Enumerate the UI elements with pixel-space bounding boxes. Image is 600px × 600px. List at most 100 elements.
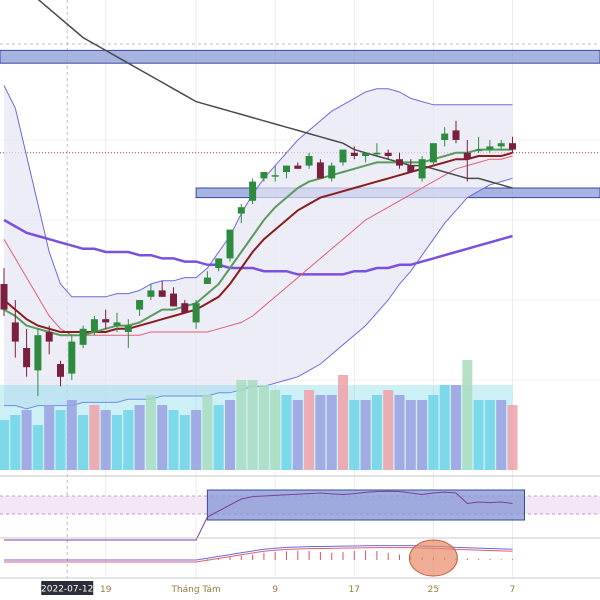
candles (0, 120, 516, 396)
volume-bar (462, 360, 473, 470)
candle-body (328, 165, 336, 179)
candle-body (215, 258, 223, 268)
time-axis: 19 Tháng Tám 9 17 25 7 2022-07-12 (0, 577, 600, 595)
candle-body (170, 293, 177, 307)
bollinger-upper-line (3, 85, 513, 298)
candle-body (396, 159, 403, 166)
axis-tick-label: 7 (510, 585, 516, 595)
candle-body (113, 322, 121, 326)
volume-bar (405, 400, 416, 470)
candle-body (158, 290, 166, 297)
candle-body (136, 300, 144, 310)
axis-tick-label: 17 (349, 585, 360, 595)
axis-tick-label: 25 (428, 585, 439, 595)
candle-body (90, 319, 98, 332)
candle-body (181, 303, 189, 313)
volume-bar (484, 400, 495, 470)
candle-body (441, 133, 449, 140)
candle-body (305, 156, 313, 166)
candle-body (452, 130, 460, 140)
candle-body (429, 143, 437, 163)
volume-bar (157, 405, 168, 470)
candle-body (203, 277, 211, 284)
volume-bar (89, 405, 100, 470)
candle-body (34, 335, 42, 371)
date-badge (41, 581, 94, 595)
volume-bar (225, 400, 235, 470)
volume-bar (112, 415, 122, 470)
candle-body (339, 149, 347, 163)
date-badge-label: 2022-07-12 (41, 585, 93, 595)
volume-bar (21, 410, 32, 470)
volume-bars (0, 360, 518, 470)
upper-resistance-zone (0, 49, 600, 64)
volume-bar (10, 415, 21, 470)
volume-bar (473, 400, 484, 470)
candle-body (237, 207, 245, 214)
volume-bar (451, 385, 461, 470)
volume-bar (179, 415, 190, 470)
volume-bar (417, 400, 428, 470)
candle-body (192, 303, 200, 323)
candle-body (497, 143, 505, 147)
macd-highlight-ellipse (408, 539, 458, 577)
candle-body (486, 146, 494, 150)
volume-bar (247, 380, 258, 470)
volume-bar (439, 385, 450, 470)
volume-bar (134, 405, 145, 470)
volume-bar (0, 420, 9, 470)
candle-body (316, 162, 324, 179)
ma-purple-line (3, 218, 513, 276)
volume-bar (428, 395, 439, 470)
volume-bar (496, 400, 507, 470)
volume-bar (371, 395, 382, 470)
volume-bar (145, 395, 156, 470)
candle-body (124, 325, 132, 332)
candle-body (102, 319, 110, 323)
volume-bar (55, 410, 66, 470)
candle-body (362, 152, 370, 156)
candle-body (68, 341, 76, 374)
moving-averages (3, 0, 513, 337)
bollinger-lower-line (4, 177, 513, 410)
candle-body (294, 165, 302, 169)
candle-body (147, 290, 155, 297)
ma-mid-line (3, 151, 513, 333)
candle-body (23, 348, 31, 368)
candle-body (226, 229, 234, 259)
volume-bar (66, 400, 77, 470)
ma-fast-line (3, 148, 513, 337)
candle-body (271, 175, 279, 177)
volume-bar (292, 400, 303, 470)
macd-panel (4, 539, 513, 577)
volume-bar (281, 395, 292, 470)
volume-bar (258, 385, 269, 470)
candle-body (283, 165, 290, 172)
candle-body (475, 149, 483, 152)
axis-tick-label: Tháng Tám (170, 585, 220, 595)
candle-body (0, 284, 8, 310)
oscillator-panel (0, 475, 600, 541)
volume-bar (202, 395, 213, 470)
volume-bar (315, 395, 326, 470)
volume-bar (383, 390, 394, 470)
volume-bar (270, 390, 281, 470)
candle-body (509, 143, 516, 150)
volume-bar (213, 405, 224, 470)
candle-body (249, 181, 257, 201)
volume-bar (349, 400, 360, 470)
axis-tick-label: 19 (100, 585, 112, 595)
ma-thin-line (3, 155, 513, 336)
candle-body (407, 165, 415, 172)
candle-body (373, 152, 381, 155)
candle-body (57, 364, 64, 377)
oscillator-line (4, 490, 513, 541)
volume-bar (326, 395, 337, 470)
volume-bar (338, 375, 348, 470)
volume-bar (32, 425, 43, 470)
volume-bar (168, 410, 179, 470)
volume-bar (507, 405, 518, 470)
candle-body (45, 332, 53, 342)
volume-bar (78, 415, 89, 470)
